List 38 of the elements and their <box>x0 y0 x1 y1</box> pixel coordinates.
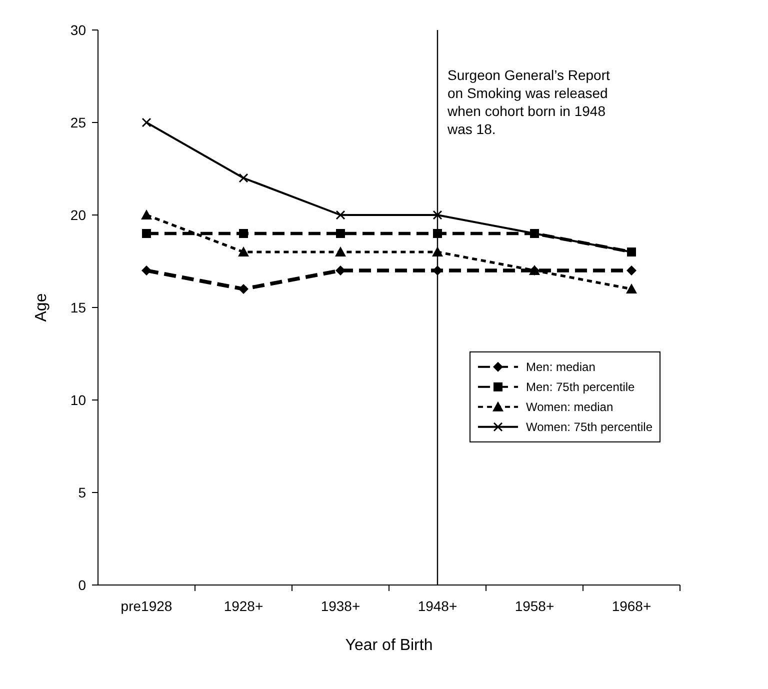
point <box>626 266 636 276</box>
y-axis-title: Age <box>33 293 50 322</box>
ref-line-label: Surgeon General’s Report on Smoking was released when cohort born in 1948 was 18. <box>446 67 610 137</box>
point <box>142 266 152 276</box>
legend-label: Women: median <box>526 400 614 414</box>
point <box>238 173 248 183</box>
point <box>432 246 443 256</box>
point <box>432 210 442 220</box>
y-tick-label: 5 <box>78 484 86 500</box>
point <box>238 284 248 294</box>
point <box>142 229 151 238</box>
point <box>432 266 442 276</box>
y-tick-label: 20 <box>70 206 86 223</box>
point <box>336 229 345 238</box>
point <box>142 118 152 128</box>
y-tick-label: 15 <box>70 299 86 316</box>
point <box>336 266 346 276</box>
x-tick-label: pre1928 <box>120 598 172 614</box>
x-tick-label: 1938+ <box>320 598 360 614</box>
x-axis-title: Year of Birth <box>345 637 433 654</box>
x-tick-label: 1948+ <box>418 598 458 614</box>
point <box>238 246 249 256</box>
legend-label: Men: 75th percentile <box>526 380 636 394</box>
x-tick-label: 1968+ <box>612 598 652 614</box>
x-tick-label: 1928+ <box>224 598 264 614</box>
legend-label: Women: 75th percentile <box>526 420 653 434</box>
point <box>626 284 637 294</box>
y-tick-label: 25 <box>70 114 86 130</box>
point <box>335 246 346 256</box>
y-tick-label: 0 <box>78 576 86 593</box>
point <box>433 229 442 238</box>
point <box>336 210 346 220</box>
legend-label: Men: median <box>526 360 596 374</box>
y-tick-label: 30 <box>70 22 86 38</box>
point <box>239 229 248 238</box>
x-tick-label: 1958+ <box>514 598 554 614</box>
point <box>141 210 152 220</box>
y-tick-label: 10 <box>70 392 86 408</box>
